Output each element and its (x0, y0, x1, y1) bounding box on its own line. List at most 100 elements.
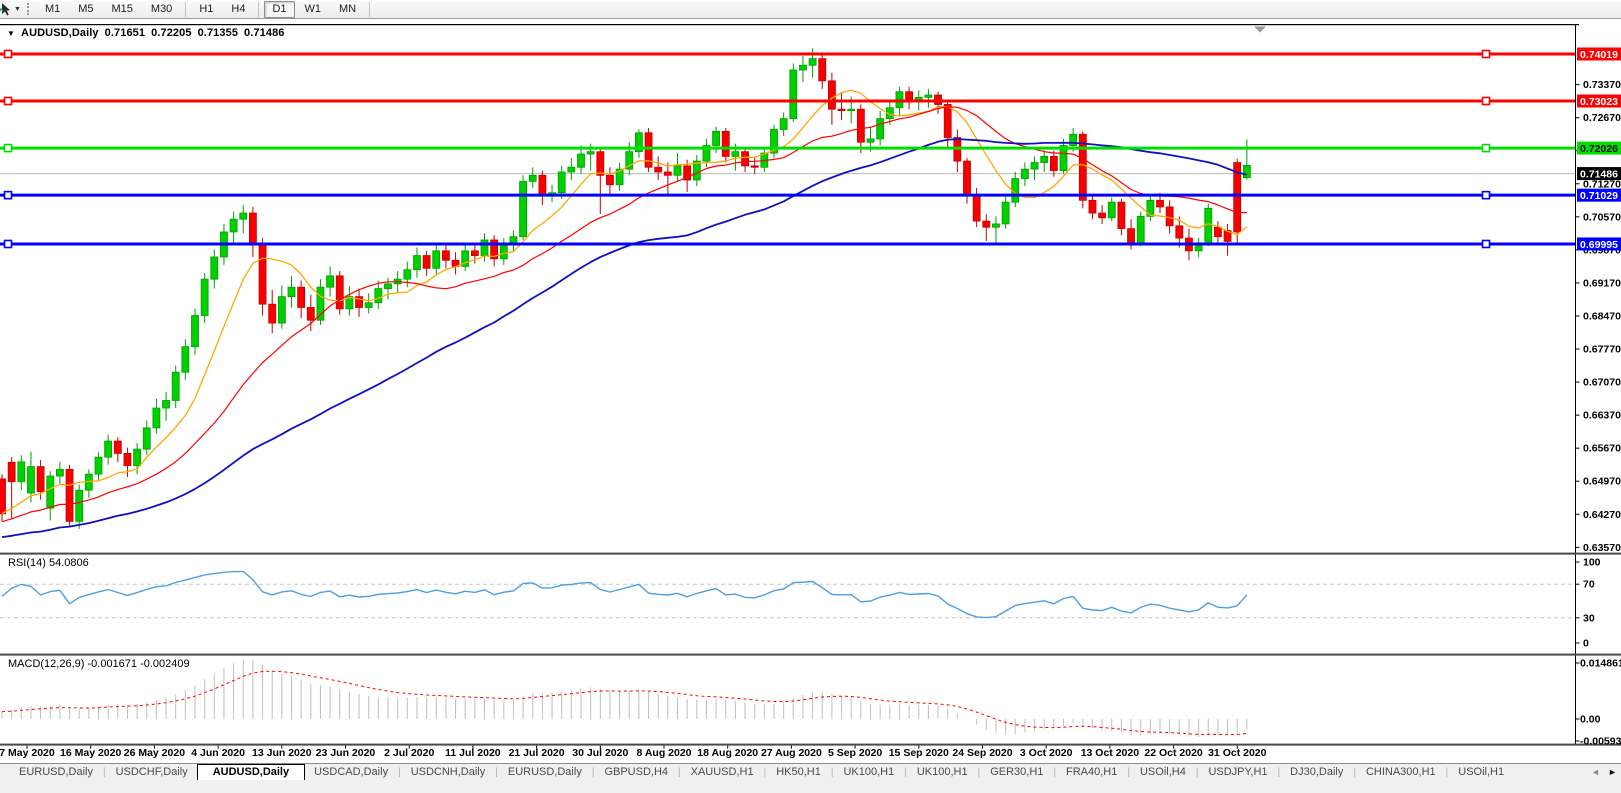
level-handle[interactable] (1481, 190, 1491, 200)
chart-tab-USOil-H4[interactable]: USOil,H4 (1139, 765, 1186, 778)
bear-candle (1049, 155, 1058, 171)
bull-candle (403, 269, 412, 280)
chart-tab-XAUUSD-H1[interactable]: XAUUSD,H1 (690, 765, 754, 778)
timeframe-button-H1[interactable]: H1 (199, 2, 214, 15)
timeframe-button-M1[interactable]: M1 (44, 2, 61, 15)
bull-candle (847, 108, 856, 111)
level-handle[interactable] (3, 49, 13, 59)
bull-candle (557, 171, 566, 194)
tab-separator: | (763, 766, 767, 778)
bull-candle (1001, 201, 1010, 225)
price-tick-label: 0.63570 (1583, 542, 1621, 554)
chart-tab-GER30-H1[interactable]: GER30,H1 (990, 765, 1044, 778)
chart-tab-USDCAD-Daily[interactable]: USDCAD,Daily (314, 765, 389, 778)
tab-separator: | (591, 766, 595, 778)
bear-candle (335, 275, 344, 310)
bull-candle (326, 275, 335, 288)
bear-candle (36, 466, 45, 493)
bear-candle (982, 220, 991, 228)
date-tick-label: 2 Jul 2020 (384, 747, 434, 759)
bear-candle (644, 132, 653, 168)
timeframe-button-M5[interactable]: M5 (78, 2, 94, 15)
level-handle[interactable] (3, 239, 13, 249)
timeframe-button-M30[interactable]: M30 (150, 2, 173, 15)
bear-candle (1214, 226, 1222, 238)
cursor-tool-dropdown-icon[interactable]: ▼ (14, 5, 21, 13)
chart-tab-DJ30-Daily[interactable]: DJ30,Daily (1290, 765, 1344, 778)
ohlc-open: 0.71651 (104, 27, 146, 39)
level-handle[interactable] (3, 143, 13, 153)
bull-candle (528, 174, 537, 182)
chart-tab-AUDUSD-Daily[interactable]: AUDUSD,Daily (196, 764, 306, 780)
level-handle[interactable] (1481, 239, 1491, 249)
tab-scroll-right-button[interactable]: ► (1608, 767, 1617, 777)
toolbar-grip-handle[interactable] (26, 3, 29, 15)
chart-tab-FRA40-H1[interactable]: FRA40,H1 (1066, 765, 1118, 778)
chart-tab-CHINA300-H1[interactable]: CHINA300,H1 (1365, 765, 1436, 778)
level-handle[interactable] (1481, 143, 1491, 153)
level-handle[interactable] (3, 96, 13, 106)
level-handle[interactable] (1481, 96, 1491, 106)
chart-tab-GBPUSD-H4[interactable]: GBPUSD,H4 (604, 765, 669, 778)
level-handle[interactable] (1481, 49, 1491, 59)
chart-title-collapse-icon[interactable]: ▼ (7, 28, 16, 38)
chart-tab-EURUSD-Daily[interactable]: EURUSD,Daily (19, 765, 93, 778)
chart-tab-UK100-H1[interactable]: UK100,H1 (916, 765, 968, 778)
bull-candle (924, 94, 933, 98)
tab-separator: | (1195, 766, 1199, 778)
timeframe-button-W1[interactable]: W1 (304, 2, 322, 15)
ma-slow-line (1, 138, 1248, 538)
chart-tab-HK50-H1[interactable]: HK50,H1 (776, 765, 821, 778)
price-tick-label: 0.67770 (1583, 344, 1621, 356)
rsi-current-value: 54.0806 (48, 557, 89, 569)
date-tick-label: 13 Oct 2020 (1081, 747, 1140, 759)
timeframe-button-D1[interactable]: D1 (264, 0, 295, 18)
tab-separator: | (1353, 766, 1356, 778)
chart-tab-EURUSD-Daily[interactable]: EURUSD,Daily (507, 765, 582, 778)
chart-tab-USDCNH-Daily[interactable]: USDCNH,Daily (410, 765, 486, 778)
bear-candle (1175, 225, 1184, 239)
rsi-line (1, 570, 1248, 619)
rsi-axis-label: 30 (1583, 612, 1595, 624)
chart-tab-USDJPY-H1[interactable]: USDJPY,H1 (1208, 765, 1268, 778)
price-axis-tags: 0.74019 0.73023 0.72026 0.71029 0.69995 0.714… (1577, 47, 1621, 251)
timeframe-button-M15[interactable]: M15 (111, 2, 133, 15)
bear-candle (7, 461, 16, 483)
cursor-tool-icon[interactable] (0, 2, 12, 17)
bear-candle (741, 151, 749, 167)
chart-tab-UK100-H1[interactable]: UK100,H1 (843, 765, 895, 778)
bull-candle (789, 69, 798, 120)
bear-candle (1156, 199, 1164, 208)
bull-candle (413, 255, 421, 271)
tab-separator: | (977, 766, 981, 778)
bear-candle (1117, 201, 1126, 230)
bull-candle (1040, 155, 1049, 163)
bull-candle (808, 58, 817, 66)
chart-tab-USDCHF-Daily[interactable]: USDCHF,Daily (115, 765, 188, 778)
timeframe-button-MN[interactable]: MN (339, 2, 357, 15)
chart-tab-bar: EURUSD,Daily | USDCHF,Daily AUDUSD,Daily USD… (0, 763, 1621, 780)
date-tick-label: 21 Jul 2020 (509, 747, 565, 759)
timeframe-button-H4[interactable]: H4 (231, 2, 246, 15)
level-price-tag: 0.74019 (1580, 49, 1618, 61)
bull-candle (56, 469, 64, 477)
chart-title: ▼ AUDUSD,Daily 0.71651 0.72205 0.71355 0… (7, 27, 285, 39)
price-tick-label: 0.72670 (1583, 112, 1621, 124)
bull-candle (229, 218, 238, 233)
bull-candle (1242, 164, 1251, 179)
toolbar-separator (369, 1, 371, 17)
date-tick-label: 16 May 2020 (60, 747, 121, 759)
bear-candle (1233, 162, 1242, 233)
bear-candle (663, 171, 672, 176)
tab-scroll-left-button[interactable]: ◄ (1591, 767, 1600, 777)
bull-candle (577, 153, 585, 168)
chart-tab-USOil-H1[interactable]: USOil,H1 (1458, 765, 1505, 778)
bear-candle (1223, 230, 1232, 242)
bear-candle (750, 165, 759, 168)
level-handle[interactable] (3, 190, 13, 200)
auto-scroll-marker-icon[interactable] (1254, 26, 1266, 33)
rsi-axis-label: 100 (1583, 557, 1601, 569)
bull-candle (1146, 199, 1155, 217)
